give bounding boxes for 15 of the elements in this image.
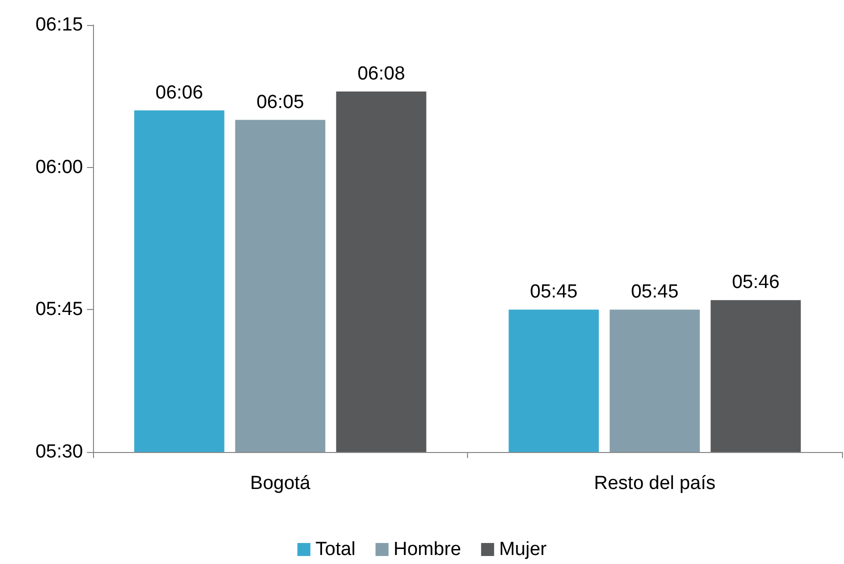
- data-label: 06:05: [256, 92, 304, 113]
- y-tick-label: 06:00: [35, 156, 83, 178]
- data-label: 05:46: [732, 272, 780, 294]
- data-label: 05:45: [530, 282, 578, 303]
- x-tick-label: Bogotá: [250, 473, 311, 494]
- legend-label: Mujer: [499, 539, 548, 560]
- data-label: 05:45: [630, 282, 679, 303]
- data-label: 06:06: [156, 82, 204, 104]
- legend-label: Hombre: [394, 539, 462, 560]
- x-tick-label: Resto del país: [594, 473, 716, 494]
- legend-label: Total: [315, 539, 356, 560]
- y-tick-label: 06:15: [35, 14, 83, 36]
- y-tick-label: 05:45: [35, 299, 83, 320]
- data-label: 06:08: [357, 63, 405, 84]
- y-tick-label: 05:30: [35, 442, 83, 462]
